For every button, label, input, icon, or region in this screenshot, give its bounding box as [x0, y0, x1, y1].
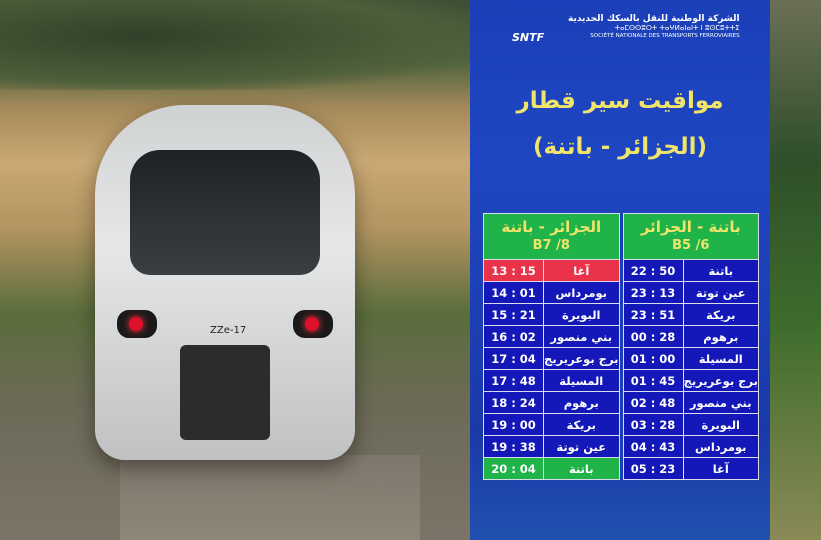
- time-cell: 03 : 28: [622, 413, 684, 436]
- station-cell: عين توتة: [543, 435, 620, 458]
- headlight-right: [293, 310, 333, 338]
- time-cell: 05 : 23: [622, 457, 684, 480]
- table-row: المسيلة 01 : 00 برج بوعريريج 17 : 04: [483, 347, 759, 370]
- table-row: برج بوعريريج 01 : 45 المسيلة 17 : 48: [483, 369, 759, 392]
- station-cell: بومرداس: [682, 435, 759, 458]
- page-title: مواقيت سير قطار: [516, 88, 724, 114]
- direction-label: باتنة - الجزائر: [640, 218, 741, 237]
- station-cell: برج بوعريريج: [543, 347, 620, 370]
- station-cell: البويرة: [543, 303, 620, 326]
- time-cell: 01 : 45: [622, 369, 684, 392]
- table-row: عين توتة 23 : 13 بومرداس 14 : 01: [483, 281, 759, 304]
- station-cell: بومرداس: [543, 281, 620, 304]
- time-cell: 16 : 02: [483, 325, 544, 348]
- trees-photo: [770, 0, 821, 540]
- header-right: باتنة - الجزائر B5 /6: [622, 213, 759, 260]
- train-code: B5 /6: [672, 237, 710, 253]
- divider: [618, 369, 624, 392]
- train: ZZe-17: [95, 105, 355, 460]
- station-cell: البويرة: [682, 413, 759, 436]
- headlight-left: [117, 310, 157, 338]
- divider: [618, 347, 624, 370]
- station-cell: عين توتة: [682, 281, 759, 304]
- logo-french: SOCIÉTÉ NATIONALE DES TRANSPORTS FERROVI…: [590, 32, 740, 39]
- station-cell: بريكة: [682, 303, 759, 326]
- hills: [0, 0, 470, 90]
- rail-tracks: [120, 455, 420, 540]
- table-row: بومرداس 04 : 43 عين توتة 19 : 38: [483, 435, 759, 458]
- time-cell: 14 : 01: [483, 281, 544, 304]
- station-cell: برهوم: [543, 391, 620, 414]
- time-cell: 15 : 21: [483, 303, 544, 326]
- table-row: آغا 05 : 23 باتنة 20 : 04: [483, 457, 759, 480]
- station-cell: المسيلة: [543, 369, 620, 392]
- station-cell: بني منصور: [543, 325, 620, 348]
- time-cell: 18 : 24: [483, 391, 544, 414]
- time-cell: 17 : 48: [483, 369, 544, 392]
- time-cell: 13 : 15: [483, 259, 544, 282]
- time-cell: 04 : 43: [622, 435, 684, 458]
- station-cell: باتنة: [682, 259, 759, 282]
- station-cell: آغا: [543, 259, 620, 282]
- divider: [618, 435, 624, 458]
- time-cell: 20 : 04: [483, 457, 544, 480]
- timetable: باتنة - الجزائر B5 /6 الجزائر - باتنة B7 /…: [483, 213, 759, 480]
- train-label: ZZe-17: [210, 325, 247, 336]
- time-cell: 19 : 38: [483, 435, 544, 458]
- station-cell: بريكة: [543, 413, 620, 436]
- table-row: برهوم 00 : 28 بني منصور 16 : 02: [483, 325, 759, 348]
- time-cell: 23 : 13: [622, 281, 684, 304]
- divider: [618, 413, 624, 436]
- time-cell: 17 : 04: [483, 347, 544, 370]
- time-cell: 22 : 50: [622, 259, 684, 282]
- sntf-logo-mark: SNTF: [512, 31, 545, 44]
- header-left: الجزائر - باتنة B7 /8: [483, 213, 620, 260]
- table-row: بريكة 23 : 51 البويرة 15 : 21: [483, 303, 759, 326]
- divider: [618, 303, 624, 326]
- divider: [618, 213, 624, 260]
- route-title: (الجزائر - باتنة): [532, 134, 708, 160]
- time-cell: 23 : 51: [622, 303, 684, 326]
- table-row: البويرة 03 : 28 بريكة 19 : 00: [483, 413, 759, 436]
- station-cell: برهوم: [682, 325, 759, 348]
- logo-tifinagh: ⵜⴰⵎⵙⵙⵓⵔⵜ ⵜⴰⵖⵍⴰⵏⴰⵏⵜ ⵏ ⵓⵙⵎⵓⵜⵜⵉ: [614, 24, 740, 33]
- table-row: باتنة 22 : 50 آغا 13 : 15: [483, 259, 759, 282]
- time-cell: 19 : 00: [483, 413, 544, 436]
- station-cell: آغا: [682, 457, 759, 480]
- divider: [618, 325, 624, 348]
- sntf-logo: SNTF الشركة الوطنية للنقل بالسكك الحديدي…: [512, 10, 740, 44]
- station-cell: برج بوعريريج: [682, 369, 759, 392]
- direction-label: الجزائر - باتنة: [501, 218, 602, 237]
- time-cell: 02 : 48: [622, 391, 684, 414]
- windshield: [130, 150, 320, 275]
- divider: [618, 457, 624, 480]
- divider: [618, 259, 624, 282]
- station-cell: بني منصور: [682, 391, 759, 414]
- train-code: B7 /8: [532, 237, 570, 253]
- train-photo: ZZe-17: [0, 0, 470, 540]
- station-cell: باتنة: [543, 457, 620, 480]
- station-cell: المسيلة: [682, 347, 759, 370]
- divider: [618, 281, 624, 304]
- time-cell: 01 : 00: [622, 347, 684, 370]
- time-cell: 00 : 28: [622, 325, 684, 348]
- divider: [618, 391, 624, 414]
- table-row: بني منصور 02 : 48 برهوم 18 : 24: [483, 391, 759, 414]
- logo-arabic: الشركة الوطنية للنقل بالسكك الحديدية: [568, 14, 740, 25]
- coupler: [180, 345, 270, 440]
